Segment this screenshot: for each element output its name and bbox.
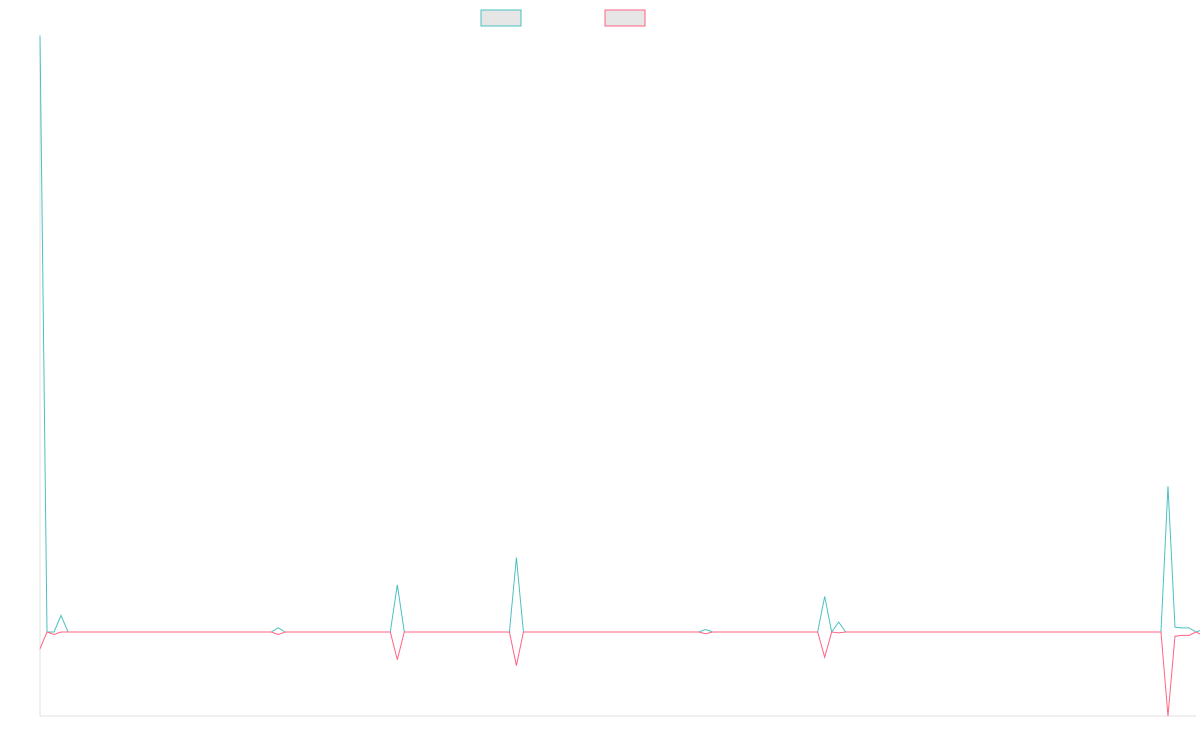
legend-item-1[interactable] xyxy=(480,9,522,27)
legend-item-2[interactable] xyxy=(604,9,646,27)
series-line-1 xyxy=(39,35,1200,634)
legend-swatch-2[interactable] xyxy=(604,9,646,27)
legend-swatch-1[interactable] xyxy=(480,9,522,27)
series-line-2 xyxy=(39,631,1200,717)
axes xyxy=(39,34,1196,717)
legend xyxy=(480,9,646,27)
series-layer xyxy=(39,35,1200,717)
